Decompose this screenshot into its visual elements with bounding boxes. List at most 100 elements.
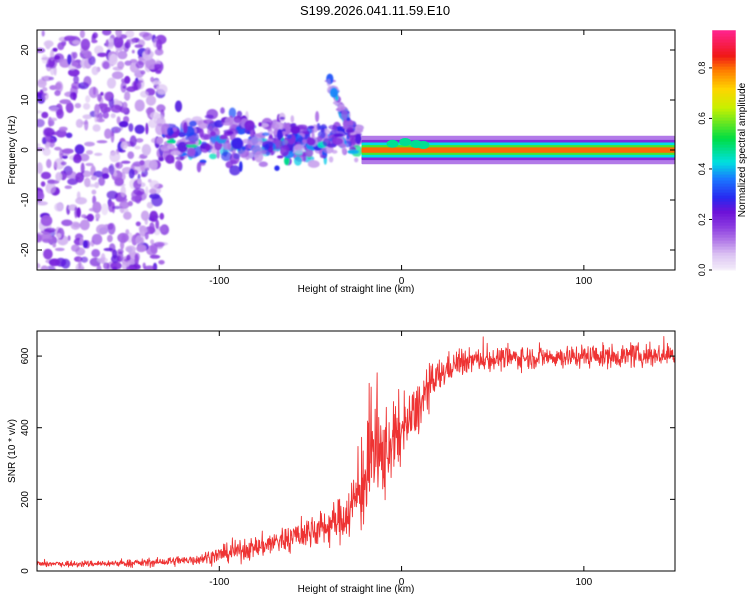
heatmap-cell bbox=[40, 265, 49, 270]
heatmap-cell bbox=[302, 153, 307, 163]
heatmap-cell bbox=[41, 111, 49, 119]
line-panel: -100 0 100 0 200 400 600 Height of straight l… bbox=[7, 330, 676, 595]
heatmap-cell bbox=[43, 40, 54, 48]
colorbar-strip bbox=[712, 36, 736, 40]
heatmap-cell bbox=[282, 139, 289, 145]
heatmap-cell bbox=[115, 30, 122, 38]
heatmap-cell bbox=[103, 262, 110, 270]
heatmap-cell bbox=[57, 42, 65, 51]
heatmap-cell bbox=[40, 171, 52, 180]
heatmap-band bbox=[361, 135, 675, 165]
heatmap-cell bbox=[120, 185, 126, 198]
heatmap-cell bbox=[261, 132, 270, 136]
heatmap-cell bbox=[79, 237, 84, 246]
heatmap-cell bbox=[151, 80, 162, 85]
heatmap-cell bbox=[129, 59, 138, 64]
heatmap-cell bbox=[84, 141, 95, 147]
heatmap-cell bbox=[145, 186, 149, 197]
colorbar-strip bbox=[712, 48, 736, 52]
colorbar-strip bbox=[712, 123, 736, 127]
colorbar-strip bbox=[712, 174, 736, 178]
heatmap-cell bbox=[84, 50, 92, 59]
heatmap-cell bbox=[105, 39, 109, 47]
line-y-tick-label: 400 bbox=[20, 419, 31, 436]
colorbar-strip bbox=[712, 171, 736, 175]
heatmap-cell bbox=[203, 119, 214, 124]
heatmap-cell bbox=[326, 78, 331, 87]
heatmap-cell bbox=[139, 160, 145, 166]
heatmap-cell bbox=[102, 61, 110, 70]
colorbar-strip bbox=[712, 63, 736, 67]
colorbar-strip bbox=[712, 93, 736, 97]
heatmap-cell bbox=[160, 145, 171, 152]
heatmap-cell bbox=[297, 124, 308, 130]
heatmap-cell bbox=[41, 75, 52, 82]
heatmap-cell bbox=[106, 190, 119, 200]
heatmap-cell bbox=[333, 133, 344, 138]
colorbar-strip bbox=[712, 162, 736, 166]
colorbar-strip bbox=[712, 51, 736, 55]
heatmap-cell bbox=[91, 249, 101, 258]
heatmap-cell bbox=[149, 193, 161, 200]
heatmap-cell bbox=[131, 49, 135, 54]
colorbar-strip bbox=[712, 246, 736, 250]
colorbar-strip bbox=[712, 240, 736, 244]
heatmap-cell bbox=[117, 255, 122, 263]
heatmap-cell bbox=[156, 39, 163, 50]
heatmap-cell bbox=[284, 156, 290, 166]
heatmap-cell bbox=[67, 235, 71, 241]
heatmap-cell bbox=[82, 240, 89, 249]
heatmap-cell bbox=[339, 143, 346, 148]
heatmap-cell bbox=[305, 148, 314, 158]
heatmap-cell bbox=[123, 211, 132, 220]
colorbar-strip bbox=[712, 144, 736, 148]
heatmap-cell bbox=[43, 127, 55, 137]
heatmap-cell bbox=[302, 131, 310, 135]
heatmap-cell bbox=[258, 161, 268, 167]
heatmap-cell bbox=[110, 255, 120, 264]
colorbar-strip bbox=[712, 69, 736, 73]
line-marks bbox=[37, 336, 675, 569]
colorbar-strip bbox=[712, 135, 736, 139]
colorbar-strip bbox=[712, 252, 736, 256]
heatmap-cell bbox=[286, 134, 293, 140]
heatmap-x-ticks: -100 0 100 bbox=[209, 30, 593, 287]
colorbar-strip bbox=[712, 243, 736, 247]
heatmap-cell bbox=[322, 138, 331, 147]
heatmap-cell bbox=[101, 203, 109, 216]
colorbar-strip bbox=[712, 198, 736, 202]
line-x-tick-label: -100 bbox=[209, 577, 229, 588]
heatmap-cell bbox=[186, 143, 198, 149]
heatmap-cell bbox=[128, 168, 135, 179]
heatmap-cell bbox=[306, 137, 316, 146]
heatmap-cell bbox=[85, 95, 91, 103]
colorbar-strip bbox=[712, 213, 736, 217]
heatmap-cell bbox=[328, 124, 338, 130]
heatmap-cell bbox=[275, 137, 281, 148]
heatmap-cell bbox=[37, 147, 45, 152]
colorbar-strip bbox=[712, 267, 736, 271]
heatmap-cell bbox=[91, 66, 99, 76]
colorbar-strip bbox=[712, 54, 736, 58]
heatmap-cell bbox=[126, 232, 133, 243]
heatmap-cell bbox=[140, 173, 146, 178]
colorbar-strip bbox=[712, 141, 736, 145]
heatmap-cell bbox=[92, 124, 101, 132]
heatmap-cell bbox=[140, 90, 149, 98]
colorbar-strip bbox=[712, 78, 736, 82]
heatmap-cell bbox=[158, 260, 165, 265]
heatmap-cell bbox=[135, 235, 145, 246]
colorbar-strip bbox=[712, 96, 736, 100]
heatmap-cell bbox=[37, 143, 41, 147]
heatmap-cell bbox=[40, 181, 46, 187]
line-y-tick-label: 600 bbox=[20, 347, 31, 364]
heatmap-cell bbox=[335, 107, 345, 112]
heatmap-cell bbox=[274, 165, 280, 171]
heatmap-band-wiggle bbox=[417, 141, 430, 149]
colorbar-strip bbox=[712, 33, 736, 37]
heatmap-cell bbox=[320, 155, 327, 159]
heatmap-cell bbox=[98, 176, 106, 186]
heatmap-cell bbox=[56, 233, 62, 239]
heatmap-cell bbox=[141, 144, 152, 156]
